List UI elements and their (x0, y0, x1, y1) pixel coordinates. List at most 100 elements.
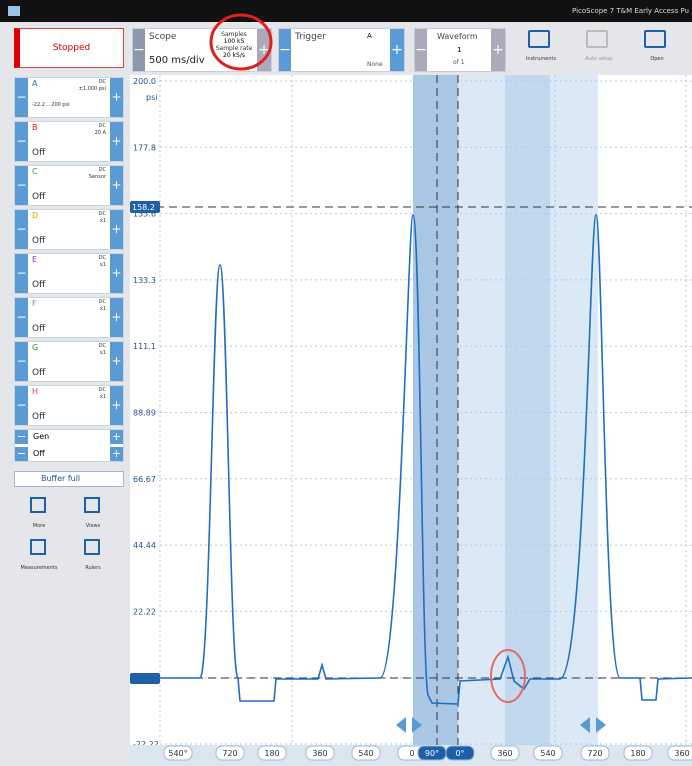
minus-button[interactable]: − (15, 166, 28, 205)
ruler-tag (130, 201, 160, 213)
minus-button[interactable]: − (15, 430, 28, 444)
plus-button[interactable]: + (257, 29, 271, 71)
app-icon (8, 6, 20, 16)
range: x1 (99, 262, 106, 268)
range: Sensor (88, 174, 106, 180)
coupling: DC (98, 79, 106, 85)
run-button[interactable]: Stopped (14, 28, 124, 68)
ruler-label-box (351, 745, 381, 761)
waveform-of: of 1 (453, 59, 465, 66)
plus-button[interactable]: + (110, 386, 123, 425)
tool-label: Rulers (85, 565, 101, 571)
channel-card: − + C DC Sensor Off (14, 165, 124, 206)
channel-card: − + F DC x1 Off (14, 297, 124, 338)
x-ruler-label: 540 (358, 749, 373, 758)
channel-state: Off (32, 192, 46, 202)
channel-name: C (32, 167, 38, 176)
coupling: DC (98, 387, 106, 393)
plus-button[interactable]: + (491, 29, 505, 71)
button-label: Auto setup (585, 56, 613, 62)
minus-button[interactable]: − (15, 210, 28, 249)
tool-label: Measurements (20, 565, 58, 571)
samples-label: Samples (221, 31, 247, 38)
y-tick-label: 133.3 (133, 276, 156, 285)
ruler-value: 158.2 (132, 203, 155, 212)
timebase: 500 ms/div (149, 55, 205, 66)
tool-icon (84, 539, 100, 555)
range: x1 (99, 350, 106, 356)
ruler-tag (130, 673, 160, 684)
channel-card: − + B DC 20 A Off (14, 121, 124, 162)
coupling: DC (98, 211, 106, 217)
minus-button[interactable]: − (279, 29, 291, 71)
y-tick-label: 66.67 (133, 475, 156, 484)
tool-button[interactable]: Measurements (14, 537, 64, 575)
minus-button[interactable]: − (15, 254, 28, 293)
ruler-label-box (490, 745, 520, 761)
tool-button[interactable]: Views (68, 495, 118, 533)
coupling: DC (98, 255, 106, 261)
toolbar-button[interactable]: Auto setup (574, 28, 624, 68)
x-ruler-label: 540° (168, 749, 187, 758)
range: x1 (99, 306, 106, 312)
plot-bg (130, 75, 692, 766)
x-ruler: 540° 720 180 360 540 0 90° 0° 360 540 720 180 360 (163, 745, 692, 761)
ruler-label-box (667, 745, 692, 761)
ruler-label-box (305, 745, 335, 761)
tool-icon (30, 497, 46, 513)
minus-button[interactable]: − (15, 78, 28, 117)
channel-card: − + D DC x1 Off (14, 209, 124, 250)
rate-value: 20 kS/s (223, 52, 245, 59)
trigger-mode: None (367, 61, 383, 68)
y-tick-label: 155.6 (133, 210, 156, 219)
minus-button[interactable]: − (15, 386, 28, 425)
minus-button[interactable]: − (15, 298, 28, 337)
minus-button[interactable]: − (15, 447, 28, 461)
plus-button[interactable]: + (110, 210, 123, 249)
tool-button[interactable]: More (14, 495, 64, 533)
scope-label: Scope (149, 32, 177, 42)
ruler-label-box (580, 745, 610, 761)
button-label: Open (650, 56, 664, 62)
channel-state: Off (32, 412, 46, 422)
plus-button[interactable]: + (110, 254, 123, 293)
samples-box: Samples 100 kS Sample rate 20 kS/s (213, 31, 255, 59)
ruler-label-box (257, 745, 287, 761)
plot: 200.0 177.8 155.6 133.3 111.1 88.89 66.67 44.44… (130, 75, 692, 766)
tool-label: More (32, 523, 46, 529)
minus-button[interactable]: − (15, 122, 28, 161)
toolbar: Stopped − Scope 500 ms/div Samples 100 k… (0, 13, 692, 75)
plus-button[interactable]: + (110, 78, 123, 117)
grid (160, 80, 692, 745)
buffer-button[interactable]: Buffer full (14, 471, 124, 487)
unit-label: psi (146, 93, 157, 102)
x-ruler-label: 540 (540, 749, 555, 758)
plus-button[interactable]: + (390, 29, 404, 71)
plus-button[interactable]: + (110, 430, 123, 444)
toolbar-button[interactable]: Instruments (516, 28, 566, 68)
generator-state: Off (33, 449, 45, 458)
channel-name: A (32, 79, 38, 88)
button-icon (528, 30, 550, 48)
channel-name: F (32, 299, 37, 308)
channel-state: Off (32, 280, 46, 290)
tool-icon (30, 539, 46, 555)
plus-button[interactable]: + (110, 342, 123, 381)
samples-value: 100 kS (223, 38, 245, 45)
plus-button[interactable]: + (110, 122, 123, 161)
plus-button[interactable]: + (110, 298, 123, 337)
channel-name: B (32, 123, 38, 132)
tool-button[interactable]: Rulers (68, 537, 118, 575)
minus-button[interactable]: − (15, 342, 28, 381)
coupling: DC (98, 343, 106, 349)
ruler-label-box (445, 745, 475, 761)
toolbar-button[interactable]: Open (632, 28, 682, 68)
y-tick-label: 177.8 (133, 143, 156, 152)
minus-button[interactable]: − (415, 29, 427, 71)
waveform-label: Waveform (437, 32, 478, 41)
plus-button[interactable]: + (110, 166, 123, 205)
plus-button[interactable]: + (110, 447, 123, 461)
minus-button[interactable]: − (133, 29, 145, 71)
tool-label: Views (85, 523, 101, 529)
annotation-circle (209, 13, 273, 71)
